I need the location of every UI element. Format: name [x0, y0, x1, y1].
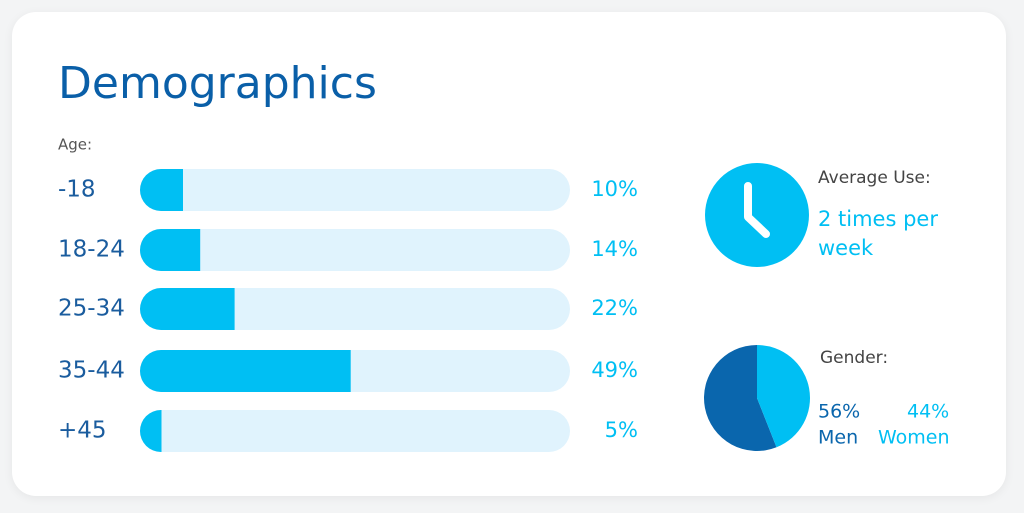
bar-title: Age: [58, 136, 92, 154]
bar-track [140, 229, 570, 271]
category-label: 18-24 [58, 237, 125, 263]
clock-icon [705, 163, 809, 267]
category-label: 25-34 [58, 296, 125, 322]
clock-hands [744, 182, 770, 238]
average-use-label: Average Use: [818, 168, 931, 188]
bar [140, 350, 351, 392]
pie-value-label: 56% [818, 401, 860, 423]
category-label: +45 [58, 418, 107, 444]
pie-title: Gender: [820, 348, 888, 368]
bar [140, 410, 162, 452]
pie-slice [704, 345, 777, 451]
average-use-value: 2 times per week [818, 207, 938, 260]
value-label: 5% [605, 418, 638, 442]
category-label: -18 [58, 177, 96, 203]
bar [140, 169, 183, 211]
bar [140, 288, 235, 330]
pie-category-label: Men [818, 427, 858, 449]
bar-track [140, 410, 570, 452]
pie-slice [757, 345, 811, 448]
pie-category-label: Women [878, 427, 950, 449]
page-title: Demographics [58, 58, 377, 109]
value-label: 14% [591, 237, 638, 261]
value-label: 22% [591, 296, 638, 320]
bar [140, 229, 201, 271]
category-label: 35-44 [58, 358, 125, 384]
pie-value-label: 44% [907, 401, 949, 423]
value-label: 10% [591, 177, 638, 201]
bar-track [140, 169, 570, 211]
value-label: 49% [591, 358, 638, 382]
bar-track [140, 288, 570, 330]
